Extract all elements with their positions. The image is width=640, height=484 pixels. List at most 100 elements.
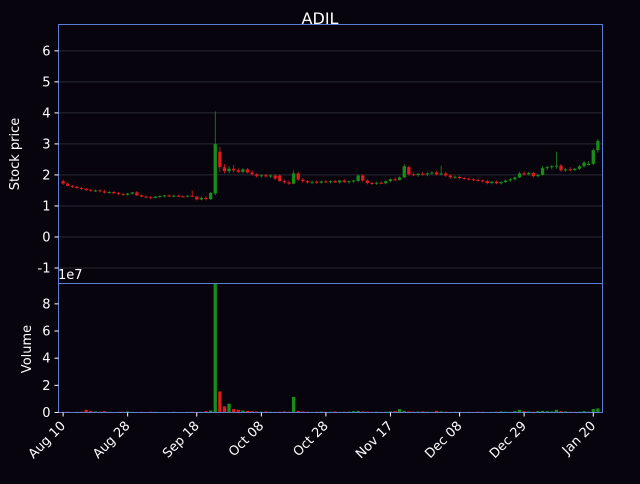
candle-body [291, 173, 296, 184]
candle [384, 180, 388, 185]
candle [545, 165, 549, 171]
volume-panel-frame [58, 283, 603, 413]
candle [250, 170, 254, 176]
x-tick-label: Nov 17 [353, 419, 396, 462]
candle [144, 195, 148, 199]
volume-bar [245, 410, 250, 413]
candle-body [476, 179, 480, 181]
candle-body [107, 191, 111, 193]
candle-body [282, 181, 287, 183]
candle-body [301, 179, 305, 182]
volume-bar [550, 411, 554, 413]
candle-body [278, 175, 282, 182]
candle [407, 165, 411, 176]
price-tick-label: 2 [42, 168, 50, 183]
candle-body [273, 175, 277, 179]
volume-bar [388, 411, 393, 413]
volume-bar [499, 411, 503, 413]
x-tick-label: Sep 18 [160, 419, 203, 462]
candle [351, 179, 356, 183]
volume-bar [250, 411, 254, 413]
price-tick-label: 0 [42, 230, 50, 245]
candle-body [259, 175, 264, 177]
volume-bar [439, 411, 443, 413]
candle [199, 196, 204, 201]
candle [554, 151, 559, 169]
candle-body [540, 168, 545, 175]
candle-body [568, 169, 572, 171]
candle-body [232, 168, 236, 171]
candle-body [93, 190, 98, 192]
volume-bar [591, 409, 595, 413]
candle [259, 174, 264, 178]
candle [559, 164, 563, 172]
candle [522, 171, 526, 176]
volume-tick-label: 0 [42, 406, 50, 421]
candle [563, 168, 568, 172]
volume-bar [545, 411, 549, 413]
candle [324, 179, 328, 184]
candle-body [75, 186, 79, 188]
candle-body [494, 181, 499, 184]
candle [232, 165, 236, 173]
candle-body [287, 182, 291, 184]
volume-bar [536, 411, 540, 413]
candle [411, 172, 416, 177]
volume-tick-label: 8 [42, 297, 50, 312]
volume-bar [540, 410, 545, 413]
candle-body [471, 179, 476, 181]
volume-bar [282, 411, 287, 413]
candle [185, 195, 190, 198]
candle-body [434, 172, 439, 175]
candle [310, 180, 314, 185]
price-panel-frame [58, 24, 603, 284]
candle-body [319, 181, 323, 183]
volume-bar [89, 410, 93, 413]
candle [273, 174, 277, 180]
candle [268, 174, 273, 179]
candle [84, 187, 88, 192]
candle [75, 185, 79, 189]
candle-body [563, 169, 568, 171]
candle [536, 173, 540, 178]
candle-body [393, 179, 397, 181]
price-candles [61, 111, 600, 201]
x-tick-label: Aug 28 [90, 419, 133, 462]
price-axis-label: Stock price [8, 118, 23, 190]
volume-bar [264, 411, 268, 413]
candle-body [577, 166, 582, 169]
candle-body [158, 196, 162, 198]
volume-bar [527, 411, 531, 413]
candle [296, 171, 300, 182]
candle [356, 174, 360, 182]
candle [121, 192, 125, 196]
volume-bar [361, 411, 365, 413]
candle-body [79, 187, 84, 189]
candle [577, 165, 582, 170]
volume-bar [563, 411, 568, 413]
volume-bar [204, 411, 208, 413]
candle [467, 177, 471, 181]
candle [172, 194, 176, 198]
candle-body [241, 169, 245, 172]
volume-bar [517, 409, 522, 413]
candle-body [448, 175, 453, 178]
price-tick-label: -1 [38, 261, 51, 276]
candle-body [199, 197, 204, 200]
candle [278, 174, 282, 182]
candle-body [190, 195, 194, 197]
candle-body [351, 180, 356, 182]
price-tick-label: 1 [42, 199, 50, 214]
chart-title: ADIL [302, 9, 339, 28]
candle [102, 189, 107, 194]
candle [439, 165, 443, 176]
volume-bar [255, 411, 259, 413]
candle-body [116, 193, 121, 195]
candle [591, 148, 595, 166]
candle-body [213, 143, 217, 194]
volume-bar [218, 391, 222, 413]
candle-body [356, 175, 360, 182]
candle [287, 180, 291, 185]
volume-tick-label: 4 [42, 352, 50, 367]
